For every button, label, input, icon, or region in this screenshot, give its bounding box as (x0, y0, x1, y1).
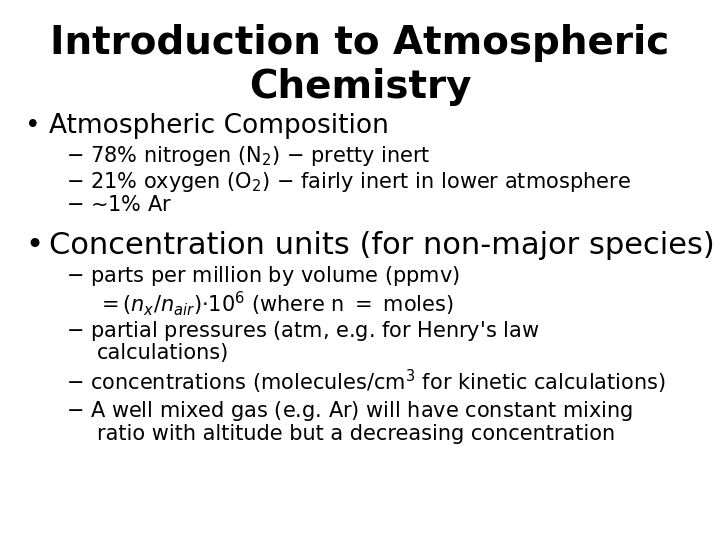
Text: ratio with altitude but a decreasing concentration: ratio with altitude but a decreasing con… (97, 424, 616, 444)
Text: •: • (25, 231, 43, 260)
Text: Concentration units (for non-major species): Concentration units (for non-major speci… (49, 231, 715, 260)
Text: $-$ partial pressures (atm, e.g. for Henry's law: $-$ partial pressures (atm, e.g. for Hen… (66, 319, 539, 342)
Text: Chemistry: Chemistry (248, 68, 472, 105)
Text: $-$ 78% nitrogen (N$_2$) $-$ pretty inert: $-$ 78% nitrogen (N$_2$) $-$ pretty iner… (66, 144, 431, 168)
Text: $-$ A well mixed gas (e.g. Ar) will have constant mixing: $-$ A well mixed gas (e.g. Ar) will have… (66, 399, 633, 422)
Text: Atmospheric Composition: Atmospheric Composition (49, 113, 389, 139)
Text: calculations): calculations) (97, 343, 230, 363)
Text: $= (n_x/n_{air}){\cdot}10^6$ (where n $=$ moles): $= (n_x/n_{air}){\cdot}10^6$ (where n $=… (97, 289, 454, 318)
Text: $-$ concentrations (molecules/cm$^3$ for kinetic calculations): $-$ concentrations (molecules/cm$^3$ for… (66, 368, 666, 396)
Text: •: • (25, 113, 41, 139)
Text: Introduction to Atmospheric: Introduction to Atmospheric (50, 24, 670, 62)
Text: $-$ ~1% Ar: $-$ ~1% Ar (66, 195, 173, 215)
Text: $-$ 21% oxygen (O$_2$) $-$ fairly inert in lower atmosphere: $-$ 21% oxygen (O$_2$) $-$ fairly inert … (66, 170, 631, 194)
Text: $-$ parts per million by volume (ppmv): $-$ parts per million by volume (ppmv) (66, 264, 460, 287)
